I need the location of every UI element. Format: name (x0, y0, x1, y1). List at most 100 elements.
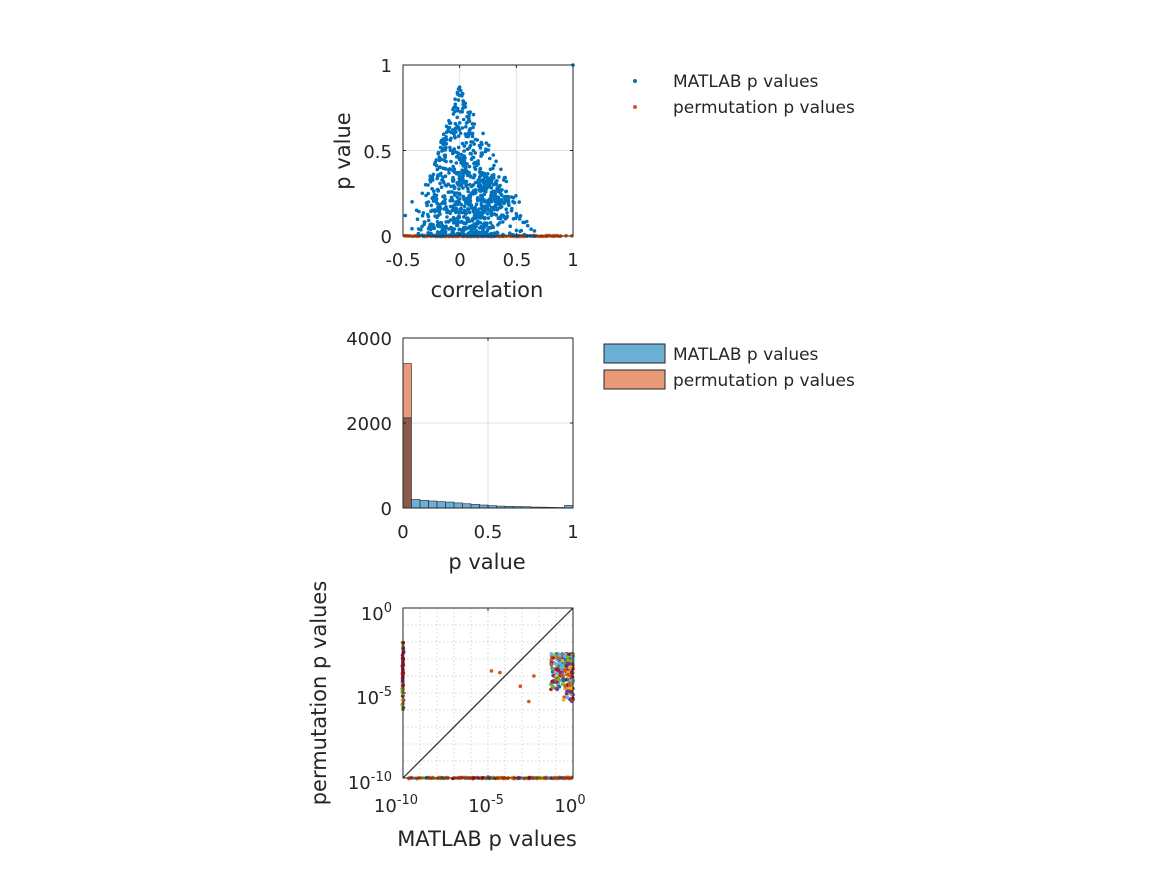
matlab-point (440, 178, 444, 182)
y-axis-label: permutation p values (307, 581, 331, 806)
matlab-point (438, 165, 442, 169)
matlab-point (455, 116, 459, 120)
matlab-point (425, 204, 429, 208)
legend-label-matlab: MATLAB p values (673, 72, 819, 92)
matlab-point (464, 132, 468, 136)
matlab-point (471, 135, 475, 139)
matlab-point (515, 212, 519, 216)
y-axis-label: p value (331, 112, 355, 189)
matlab-point (440, 185, 444, 189)
matlab-point (455, 234, 459, 238)
matlab-point (472, 189, 476, 193)
scatter-point (554, 663, 558, 667)
scatter-point (558, 661, 562, 665)
ytick-label: 4000 (346, 329, 392, 350)
matlab-point (438, 182, 442, 186)
scatter-point (566, 656, 570, 660)
matlab-point (473, 174, 477, 178)
matlab-point (449, 149, 453, 153)
matlab-point (491, 224, 495, 228)
histogram-bar-matlab (446, 502, 455, 508)
matlab-point (477, 178, 481, 182)
matlab-point (489, 221, 493, 225)
matlab-point (430, 204, 434, 208)
matlab-point (441, 166, 445, 170)
matlab-point (443, 183, 447, 187)
matlab-point (486, 228, 490, 232)
matlab-point (455, 124, 459, 128)
matlab-point (519, 214, 523, 218)
matlab-point (440, 221, 444, 225)
matlab-point (470, 185, 474, 189)
xtick-label: 10-10 (374, 793, 418, 817)
scatter-point (569, 659, 573, 663)
matlab-point (447, 220, 451, 224)
matlab-point (478, 168, 482, 172)
matlab-point (433, 162, 437, 166)
matlab-point (483, 174, 487, 178)
matlab-point (468, 225, 472, 229)
matlab-point (508, 231, 512, 235)
scatter-point (498, 671, 502, 675)
matlab-point (444, 146, 448, 150)
matlab-point (410, 227, 414, 231)
histogram-bar-matlab (429, 501, 438, 508)
x-axis-label: MATLAB p values (397, 827, 577, 851)
ytick-label: 0.5 (363, 142, 392, 163)
matlab-point (442, 207, 446, 211)
matlab-point (489, 168, 493, 172)
scatter-point (550, 658, 554, 662)
scatter-point (550, 663, 554, 667)
matlab-point (404, 214, 408, 218)
ytick-label: 10-5 (356, 685, 392, 709)
scatter-point (519, 684, 523, 688)
matlab-point (483, 216, 487, 220)
matlab-point (461, 174, 465, 178)
matlab-point (501, 220, 505, 224)
matlab-point (449, 226, 453, 230)
matlab-point (451, 128, 455, 132)
matlab-point (461, 126, 465, 130)
matlab-point (464, 222, 468, 226)
matlab-point (444, 135, 448, 139)
matlab-point (505, 216, 509, 220)
matlab-point (453, 136, 457, 140)
matlab-point (494, 160, 498, 164)
matlab-point (440, 229, 444, 233)
matlab-point (433, 193, 437, 197)
matlab-point (428, 174, 432, 178)
scatter-point (566, 659, 570, 663)
matlab-point (464, 166, 468, 170)
xtick-label: -0.5 (385, 250, 420, 271)
matlab-point (451, 152, 455, 156)
matlab-point (452, 147, 456, 151)
matlab-point (445, 142, 449, 146)
matlab-point (447, 168, 451, 172)
matlab-point (419, 228, 423, 232)
matlab-point (462, 198, 466, 202)
scatter-point (557, 678, 561, 682)
scatter-point (490, 669, 494, 673)
matlab-point (449, 160, 453, 164)
matlab-point (458, 85, 462, 89)
matlab-point (485, 181, 489, 185)
matlab-point (474, 167, 478, 171)
matlab-point (500, 213, 504, 217)
matlab-point (460, 220, 464, 224)
scatter-point (568, 683, 572, 687)
xtick-label: 0 (397, 522, 408, 543)
matlab-point (494, 198, 498, 202)
matlab-point (486, 178, 490, 182)
matlab-point (432, 173, 436, 177)
matlab-point (454, 207, 458, 211)
matlab-point (469, 140, 473, 144)
legend-marker-matlab (633, 79, 637, 83)
matlab-point (433, 214, 437, 218)
matlab-point (457, 146, 461, 150)
matlab-point (480, 195, 484, 199)
matlab-point (460, 94, 464, 98)
matlab-point (461, 99, 465, 103)
legend-label-permutation: permutation p values (673, 371, 855, 391)
matlab-point (448, 199, 452, 203)
